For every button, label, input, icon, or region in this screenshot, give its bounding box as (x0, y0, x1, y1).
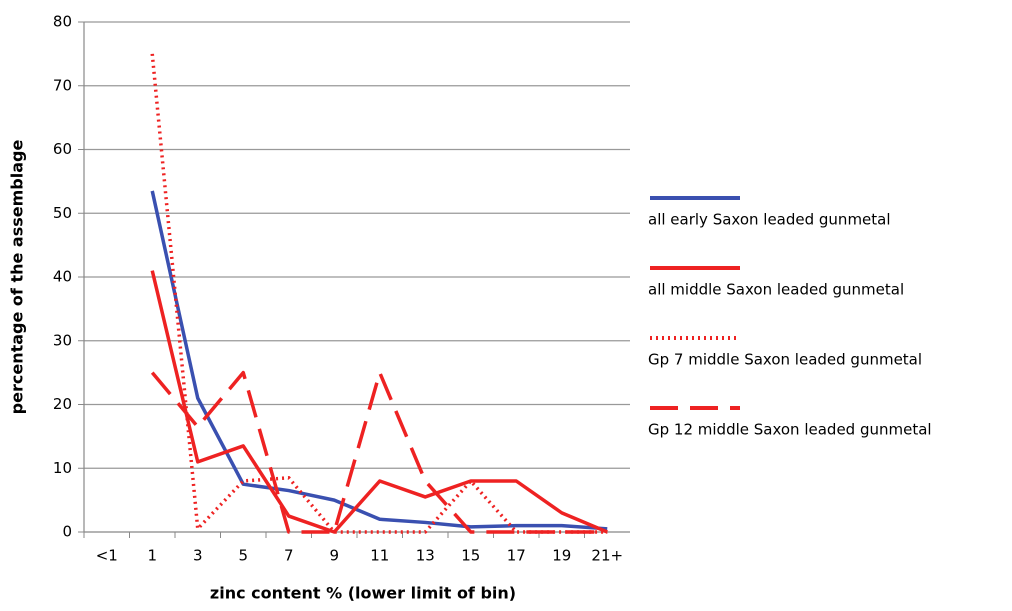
legend-label: all early Saxon leaded gunmetal (648, 211, 891, 229)
y-tick-label: 80 (53, 13, 72, 31)
y-tick-label: 0 (62, 523, 72, 541)
x-tick-label: 3 (193, 547, 203, 565)
legend-label: all middle Saxon leaded gunmetal (648, 281, 904, 299)
y-tick-label: 30 (53, 331, 72, 349)
y-tick-label: 10 (53, 459, 72, 477)
series-line (150, 370, 608, 534)
x-tick-label: 17 (507, 547, 526, 565)
x-tick-label: 7 (284, 547, 294, 565)
y-tick-label: 70 (53, 76, 72, 94)
legend-label: Gp 12 middle Saxon leaded gunmetal (648, 421, 932, 439)
x-tick-label: 13 (416, 547, 435, 565)
y-axis-title: percentage of the assemblage (8, 140, 27, 415)
x-tick-label: 11 (370, 547, 389, 565)
y-tick-label: 50 (53, 204, 72, 222)
series-line (150, 270, 608, 534)
x-tick-label: 5 (238, 547, 248, 565)
series-line (150, 190, 608, 531)
x-tick-label: 9 (329, 547, 339, 565)
x-tick-label: 15 (461, 547, 480, 565)
y-tick-label: 20 (53, 395, 72, 413)
x-tick-label: 1 (147, 547, 157, 565)
x-axis-title: zinc content % (lower limit of bin) (210, 584, 516, 603)
x-tick-label: 21+ (591, 547, 623, 565)
series-line (150, 53, 608, 534)
x-tick-label: 19 (552, 547, 571, 565)
y-tick-label: 60 (53, 140, 72, 158)
y-tick-label: 40 (53, 268, 72, 286)
x-tick-label: <1 (96, 547, 118, 565)
legend-label: Gp 7 middle Saxon leaded gunmetal (648, 351, 922, 369)
